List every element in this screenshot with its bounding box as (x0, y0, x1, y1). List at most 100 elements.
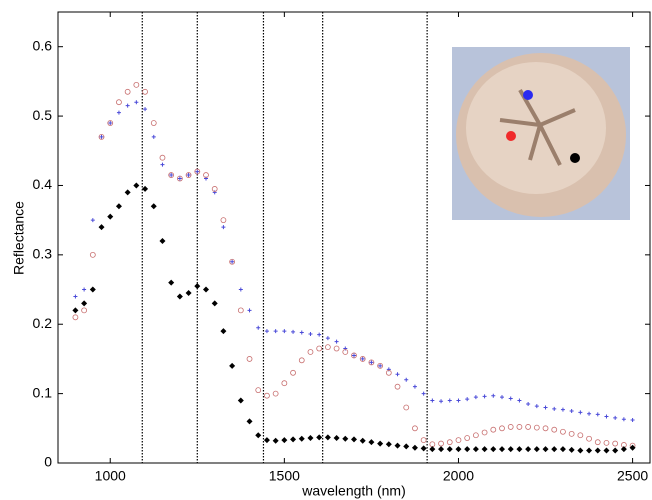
circle-marker (577, 432, 584, 439)
diamond-marker (385, 441, 392, 448)
diamond-marker (490, 446, 497, 453)
circle-marker (307, 349, 314, 355)
cross-marker (404, 377, 409, 382)
circle-marker (185, 172, 192, 178)
cross-marker (151, 134, 156, 139)
diamond-marker (185, 290, 192, 297)
diamond-marker (107, 213, 114, 220)
diamond-marker (429, 446, 436, 453)
diamond-marker (194, 283, 201, 290)
circle-marker (455, 437, 462, 444)
diamond-marker (229, 362, 236, 369)
circle-marker (159, 154, 166, 161)
cross-marker (108, 121, 113, 126)
cross-marker (621, 417, 626, 422)
circle-marker (220, 217, 227, 224)
cross-marker (508, 396, 513, 401)
x-tick-label: 2000 (443, 468, 474, 484)
cross-marker (299, 330, 304, 335)
circle-marker (298, 357, 305, 364)
circle-marker (446, 439, 453, 446)
cross-marker (447, 398, 452, 403)
diamond-marker (316, 434, 323, 441)
diamond-marker (568, 446, 575, 453)
diamond-marker (237, 397, 244, 404)
y-tick-label: 0.4 (33, 176, 53, 192)
diamond-marker (612, 447, 619, 454)
cross-marker (613, 415, 618, 420)
circle-marker (246, 356, 253, 362)
circle-marker (612, 440, 619, 447)
cross-marker (247, 308, 252, 313)
cross-marker (352, 353, 356, 358)
circle-marker (124, 88, 131, 95)
cross-marker (99, 134, 104, 139)
diamond-marker (403, 443, 410, 450)
circle-marker (150, 120, 157, 126)
inset-photo (452, 47, 630, 220)
cross-marker (482, 394, 487, 399)
cross-marker (116, 110, 121, 115)
circle-marker (342, 349, 349, 355)
circle-marker (176, 175, 183, 182)
diamond-marker (124, 189, 131, 196)
circle-marker (542, 425, 549, 432)
circle-marker (490, 426, 497, 433)
cross-marker (526, 402, 531, 407)
cross-marker (186, 173, 191, 178)
cross-marker (578, 410, 583, 415)
x-tick-label: 2500 (617, 468, 648, 484)
circle-marker (403, 404, 410, 411)
x-axis-label: wavelength (nm) (301, 483, 406, 499)
diamond-marker (159, 237, 166, 244)
diamond-marker (298, 435, 305, 442)
circle-marker (281, 380, 288, 387)
diamond-marker (176, 293, 183, 300)
circle-marker (438, 440, 444, 447)
cross-marker (552, 406, 557, 411)
diamond-marker (525, 446, 532, 453)
cross-marker (378, 363, 383, 368)
cross-marker (264, 329, 269, 334)
circle-marker (316, 345, 323, 352)
diamond-marker (516, 446, 523, 453)
circle-marker (264, 392, 270, 399)
diamond-marker (542, 446, 549, 453)
cross-marker (238, 287, 243, 292)
cross-marker (169, 173, 174, 178)
diamond-marker (455, 446, 462, 453)
diamond-marker (281, 437, 288, 444)
diamond-marker (220, 328, 227, 335)
diamond-marker (368, 439, 375, 446)
diamond-marker (89, 286, 96, 293)
x-tick-label: 1500 (269, 468, 300, 484)
circle-marker (560, 428, 566, 435)
circle-marker (133, 81, 140, 88)
black-spot (570, 153, 580, 163)
circle-marker (516, 424, 523, 430)
diamond-marker (142, 185, 149, 192)
cross-marker (439, 399, 444, 404)
tooth-fissure (499, 89, 576, 166)
cross-marker (595, 412, 600, 417)
circle-marker (89, 251, 96, 258)
circle-marker (525, 424, 532, 430)
circle-marker (98, 133, 105, 140)
y-tick-label: 0.1 (33, 384, 53, 400)
cross-marker (604, 414, 609, 419)
y-tick-label: 0 (44, 454, 52, 470)
circle-marker (107, 120, 114, 126)
cross-marker (369, 360, 374, 365)
diamond-marker (72, 307, 79, 314)
cross-marker (456, 398, 461, 403)
diamond-marker (263, 437, 270, 444)
circle-marker (586, 435, 592, 442)
cross-marker (82, 287, 87, 292)
cross-marker (587, 411, 592, 416)
diamond-marker (333, 435, 340, 442)
diamond-marker (394, 442, 401, 449)
diamond-marker (446, 446, 453, 453)
tooth-highlight (466, 62, 606, 194)
cross-marker (273, 329, 278, 334)
